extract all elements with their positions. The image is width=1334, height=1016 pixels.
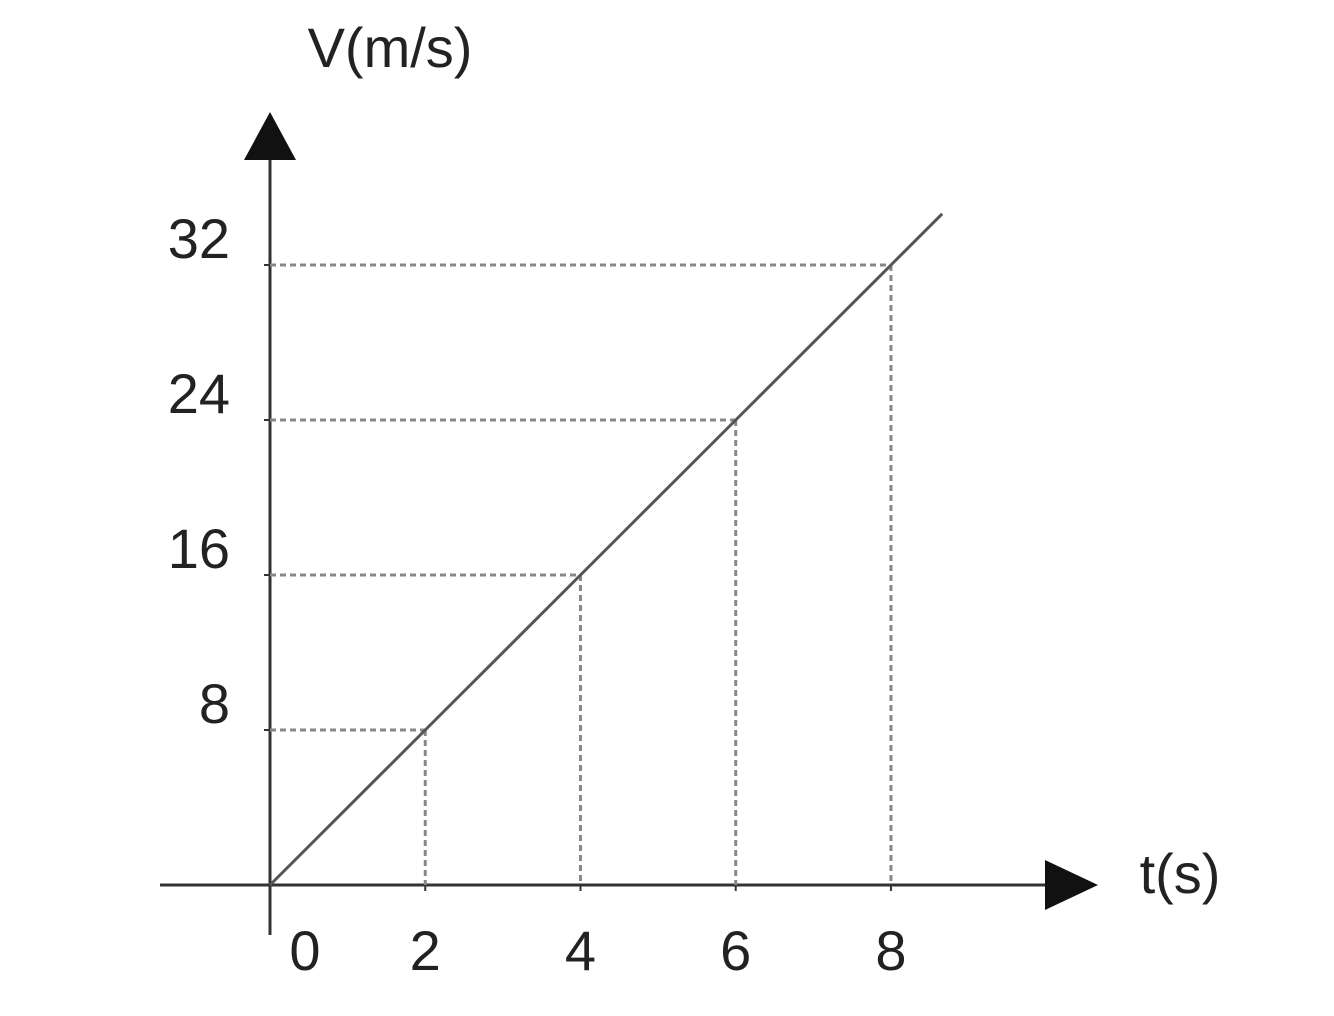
y-axis-label: V(m/s) xyxy=(308,16,473,79)
x-tick-label: 6 xyxy=(720,919,751,982)
y-tick-label: 16 xyxy=(168,517,230,580)
x-tick-label: 4 xyxy=(565,919,596,982)
x-tick-label: 0 xyxy=(289,919,320,982)
x-axis-label: t(s) xyxy=(1140,842,1221,905)
y-axis-arrow xyxy=(244,112,296,160)
x-tick-label: 2 xyxy=(410,919,441,982)
line-extension xyxy=(889,212,944,267)
line xyxy=(268,263,893,887)
y-tick-label: 32 xyxy=(168,207,230,270)
y-tick-label: 8 xyxy=(199,672,230,735)
x-tick-label: 8 xyxy=(875,919,906,982)
y-tick-label: 24 xyxy=(168,362,230,425)
x-axis-arrow xyxy=(1045,860,1098,910)
